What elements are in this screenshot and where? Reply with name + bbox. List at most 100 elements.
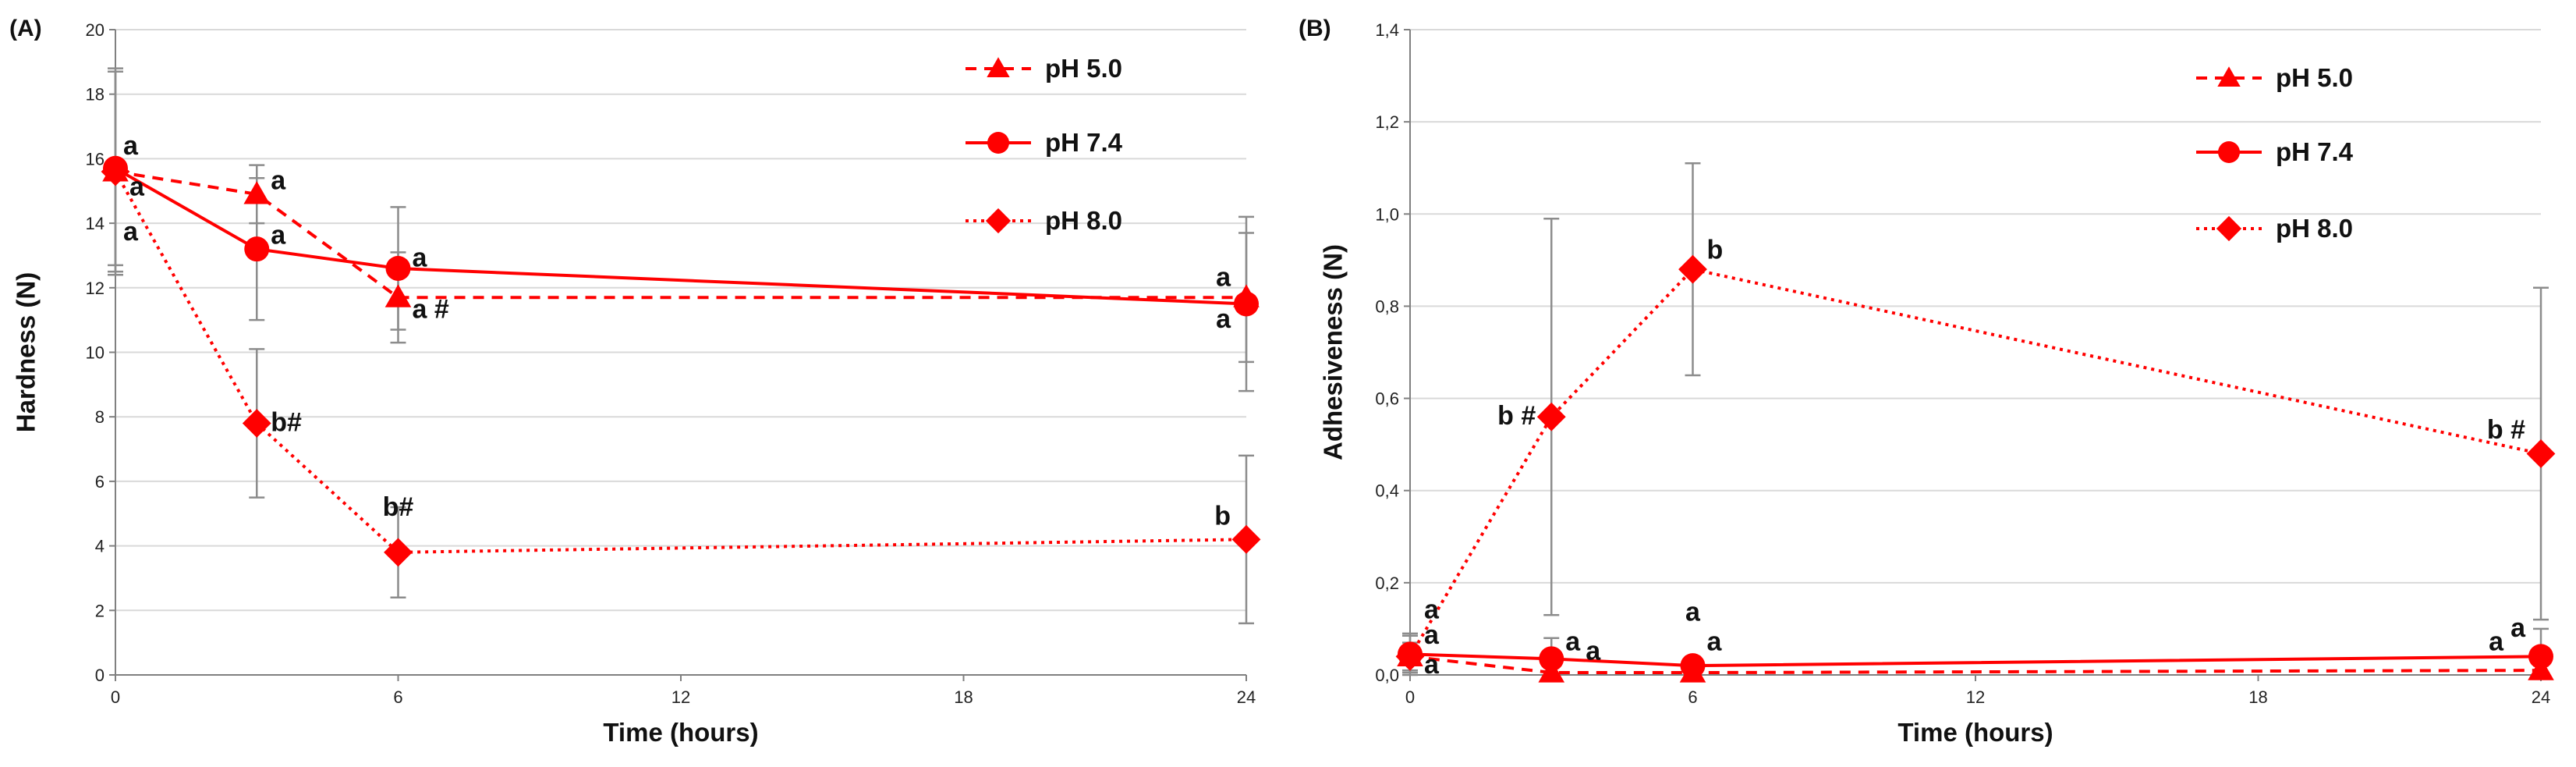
data-point-ph-7-4: [2528, 644, 2553, 669]
data-label: a: [1586, 636, 1601, 666]
legend-entry: pH 8.0: [2196, 214, 2353, 243]
data-label: a: [1216, 304, 1231, 334]
data-point-ph-7-4: [244, 236, 270, 262]
data-label: b #: [2487, 415, 2525, 445]
legend-label: pH 5.0: [2276, 63, 2353, 92]
data-point-ph-8-0: [2526, 439, 2556, 468]
data-point-ph-8-0: [1231, 524, 1261, 554]
panel-label: (A): [9, 16, 42, 41]
series-line-ph-5-0: [115, 169, 1246, 300]
data-point-ph-7-4: [1539, 646, 1564, 672]
data-label: b#: [383, 492, 414, 522]
data-label: a: [2489, 627, 2504, 657]
series-line-ph-7-4: [115, 167, 1247, 306]
data-label: a: [123, 131, 139, 161]
data-label: a: [1424, 650, 1440, 680]
data-label: a: [1424, 620, 1440, 650]
y-tick-label: 0,4: [1375, 481, 1399, 501]
data-label: a: [271, 221, 286, 250]
data-label: a: [413, 243, 428, 273]
data-label: a: [2510, 613, 2526, 643]
y-tick-label: 16: [86, 149, 105, 169]
y-tick-label: 10: [86, 343, 105, 363]
y-tick-label: 20: [86, 20, 105, 40]
y-axis-title: Adhesiveness (N): [1319, 244, 1348, 460]
y-tick-label: 8: [95, 407, 105, 427]
y-tick-label: 0,8: [1375, 297, 1399, 316]
data-label: a: [1707, 627, 1723, 657]
x-axis-title: Time (hours): [1897, 718, 2053, 747]
panel-label: (B): [1299, 16, 1331, 41]
legend-label: pH 8.0: [1045, 206, 1122, 235]
legend-marker: [2218, 141, 2240, 163]
y-axis-title: Hardness (N): [12, 272, 41, 432]
data-label: b: [1707, 236, 1724, 265]
x-tick-label: 18: [2248, 687, 2267, 707]
data-label: a: [1216, 262, 1231, 292]
legend-label: pH 5.0: [1045, 54, 1122, 83]
y-tick-label: 0: [95, 666, 105, 685]
x-tick-label: 18: [954, 687, 973, 707]
y-tick-label: 1,2: [1375, 112, 1399, 132]
data-label: b: [1214, 501, 1231, 531]
y-tick-label: 0,0: [1375, 666, 1399, 685]
data-label: a: [1685, 598, 1701, 627]
data-point-ph-8-0: [101, 157, 130, 186]
legend-marker: [985, 208, 1012, 234]
data-label: b#: [271, 407, 302, 437]
legend-label: pH 7.4: [1045, 128, 1123, 157]
legend-entry: pH 5.0: [966, 54, 1122, 83]
data-label: a: [129, 172, 145, 202]
x-tick-label: 0: [111, 687, 120, 707]
legend-marker: [2216, 215, 2242, 242]
data-point-ph-8-0: [1395, 641, 1425, 671]
data-label: a: [1565, 627, 1581, 657]
data-point-ph-8-0: [384, 538, 413, 567]
legend-entry: pH 7.4: [2196, 137, 2354, 166]
y-tick-label: 6: [95, 472, 105, 492]
series-line-ph-7-4: [1409, 652, 2542, 668]
x-axis-title: Time (hours): [603, 718, 758, 747]
legend-entry: pH 8.0: [966, 206, 1122, 235]
data-point-ph-8-0: [242, 409, 271, 438]
data-point-ph-8-0: [1536, 402, 1566, 431]
data-label: b #: [1497, 401, 1536, 431]
y-tick-label: 18: [86, 85, 105, 105]
data-label: a: [271, 165, 286, 195]
data-point-ph-5-0: [243, 181, 271, 204]
y-tick-label: 1,4: [1375, 20, 1399, 40]
series-line-ph-8-0: [114, 170, 1247, 554]
y-tick-label: 0,2: [1375, 573, 1399, 593]
legend-label: pH 8.0: [2276, 214, 2353, 243]
data-point-ph-7-4: [385, 255, 411, 281]
x-tick-label: 6: [1688, 687, 1697, 707]
legend-label: pH 7.4: [2276, 137, 2354, 166]
x-tick-label: 12: [1966, 687, 1985, 707]
chart-panel-b: 0,0 0,2 0,4 0,6 0,8 1,0 1,2 1,4 0 6 12 18 24 Time (ho…: [1299, 16, 2556, 747]
y-tick-label: 0,6: [1375, 389, 1399, 409]
legend-marker: [987, 132, 1009, 154]
legend-marker: [987, 57, 1010, 78]
data-point-ph-7-4: [1234, 291, 1259, 317]
y-tick-label: 1,0: [1375, 204, 1399, 224]
data-label: a: [123, 217, 139, 247]
x-tick-label: 24: [1237, 687, 1256, 707]
data-point-ph-5-0: [384, 284, 412, 307]
series-line-ph-5-0: [1409, 655, 2542, 675]
y-tick-label: 4: [95, 537, 105, 556]
data-label: a: [1424, 595, 1440, 624]
legend-entry: pH 7.4: [966, 128, 1123, 157]
x-tick-label: 0: [1405, 687, 1415, 707]
series-line-ph-8-0: [1408, 267, 2542, 658]
legend-entry: pH 5.0: [2196, 63, 2353, 92]
x-tick-label: 6: [393, 687, 402, 707]
y-tick-label: 12: [86, 279, 105, 298]
legend-marker: [2217, 66, 2241, 87]
data-label: a #: [413, 295, 449, 325]
x-tick-label: 12: [671, 687, 690, 707]
data-point-ph-7-4: [1680, 653, 1706, 679]
y-tick-label: 2: [95, 601, 105, 620]
y-tick-label: 14: [86, 214, 105, 233]
